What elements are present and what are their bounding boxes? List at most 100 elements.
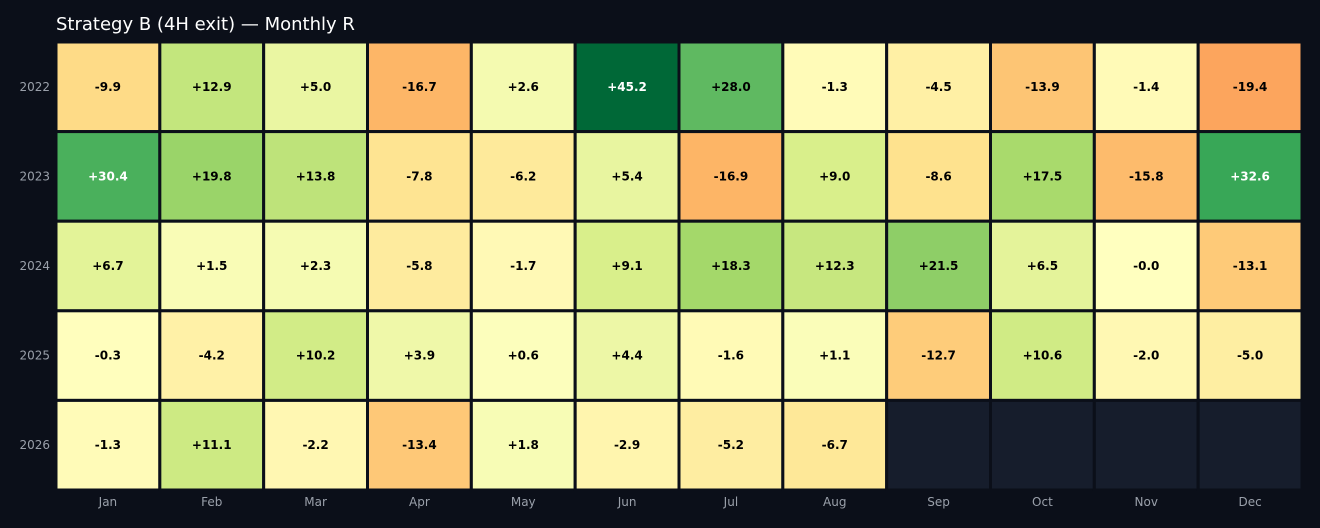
cell-value-label: -1.6 [718, 349, 744, 363]
cell-value-label: +17.5 [1023, 169, 1063, 183]
cell-value-label: -2.0 [1133, 349, 1159, 363]
cell-value-label: +28.0 [711, 80, 751, 94]
cell-value-label: +1.8 [508, 438, 539, 452]
cell-value-label: -13.1 [1233, 259, 1268, 273]
y-tick-label: 2025 [19, 349, 50, 363]
cell-value-label: +1.5 [196, 259, 227, 273]
heatmap-cell [885, 219, 993, 313]
x-tick-label: Dec [1238, 495, 1261, 509]
heatmap-cell [573, 130, 681, 223]
cell-value-label: -15.8 [1129, 169, 1164, 183]
y-tick-label: 2022 [19, 80, 50, 94]
x-tick-label: May [511, 495, 536, 509]
cell-value-label: -9.9 [95, 80, 121, 94]
heatmap-cell [1196, 309, 1304, 402]
x-tick-label: Apr [409, 495, 430, 509]
cell-value-label: -13.9 [1025, 80, 1060, 94]
heatmap-cell [781, 309, 889, 402]
x-tick-label: Sep [927, 495, 950, 509]
heatmap-cell [989, 309, 1096, 402]
cell-value-label: +2.6 [508, 80, 539, 94]
cell-value-label: +9.1 [611, 259, 642, 273]
cell-value-label: -2.9 [614, 438, 640, 452]
heatmap-cell [1196, 398, 1304, 492]
heatmap-cell [989, 398, 1096, 492]
heatmap-cell [885, 40, 993, 134]
chart-title: Strategy B (4H exit) — Monthly R [56, 14, 355, 35]
cell-value-label: +18.3 [711, 259, 751, 273]
cell-value-label: +10.6 [1023, 349, 1063, 363]
cell-value-label: -19.4 [1233, 80, 1268, 94]
heatmap-cell [573, 309, 681, 402]
cell-value-label: +4.4 [611, 349, 642, 363]
cell-value-label: +11.1 [192, 438, 232, 452]
heatmap-cell [469, 398, 577, 492]
cell-value-label: +1.1 [819, 349, 850, 363]
cell-value-label: -6.7 [822, 438, 848, 452]
cell-value-label: -5.8 [406, 259, 432, 273]
cell-value-label: +45.2 [607, 80, 647, 94]
cell-value-label: -7.8 [406, 169, 432, 183]
heatmap-cell [262, 309, 369, 402]
heatmap-cell [781, 219, 889, 313]
x-tick-label: Jul [723, 495, 738, 509]
cell-value-label: -4.5 [925, 80, 951, 94]
heatmap-cell [677, 398, 785, 492]
heatmap-cell [54, 130, 162, 223]
heatmap-cell [158, 398, 266, 492]
x-tick-label: Nov [1135, 495, 1158, 509]
heatmap-cell [469, 309, 577, 402]
heatmap-cell [573, 40, 681, 134]
cell-value-label: +9.0 [819, 169, 850, 183]
heatmap-cell [677, 219, 785, 313]
heatmap-cell [1196, 130, 1304, 223]
cell-value-label: -12.7 [921, 349, 956, 363]
cell-value-label: +19.8 [192, 169, 232, 183]
cell-value-label: +30.4 [88, 169, 128, 183]
heatmap-cell [1092, 398, 1200, 492]
y-tick-label: 2024 [19, 259, 50, 273]
x-tick-label: Jun [617, 495, 637, 509]
cell-value-label: -6.2 [510, 169, 536, 183]
cell-value-label: -5.0 [1237, 349, 1263, 363]
cell-value-label: -1.7 [510, 259, 536, 273]
cell-value-label: -2.2 [302, 438, 328, 452]
heatmap-cell [1092, 40, 1200, 134]
cell-value-label: +13.8 [296, 169, 336, 183]
heatmap-cell [366, 219, 473, 313]
heatmap-cell [262, 130, 369, 223]
heatmap-cell [781, 40, 889, 134]
cell-value-label: +32.6 [1230, 169, 1270, 183]
cell-value-label: +5.4 [611, 169, 642, 183]
cell-value-label: +12.3 [815, 259, 855, 273]
cell-value-label: +21.5 [919, 259, 959, 273]
y-tick-label: 2023 [19, 169, 50, 183]
heatmap-cell [989, 219, 1096, 313]
cell-value-label: +0.6 [508, 349, 539, 363]
heatmap-cell [54, 219, 162, 313]
cell-value-label: -16.9 [714, 169, 749, 183]
heatmap-cell [54, 309, 162, 402]
cell-value-label: -5.2 [718, 438, 744, 452]
cell-value-label: -1.3 [822, 80, 848, 94]
x-tick-label: Oct [1032, 495, 1053, 509]
heatmap-cell [262, 398, 369, 492]
cell-value-label: +10.2 [296, 349, 336, 363]
cell-value-label: -4.2 [199, 349, 225, 363]
cell-value-label: +5.0 [300, 80, 331, 94]
cell-value-label: +6.5 [1027, 259, 1058, 273]
x-tick-label: Feb [201, 495, 222, 509]
heatmap-cell [469, 219, 577, 313]
x-tick-label: Aug [823, 495, 846, 509]
cell-value-label: +3.9 [404, 349, 435, 363]
y-tick-label: 2026 [19, 438, 50, 452]
heatmap-cell [677, 309, 785, 402]
heatmap-cell [573, 398, 681, 492]
cell-value-label: -0.0 [1133, 259, 1159, 273]
heatmap-cell [158, 130, 266, 223]
heatmap-cell [677, 40, 785, 134]
cell-value-label: -1.3 [95, 438, 121, 452]
cell-value-label: -1.4 [1133, 80, 1159, 94]
cell-value-label: -13.4 [402, 438, 437, 452]
